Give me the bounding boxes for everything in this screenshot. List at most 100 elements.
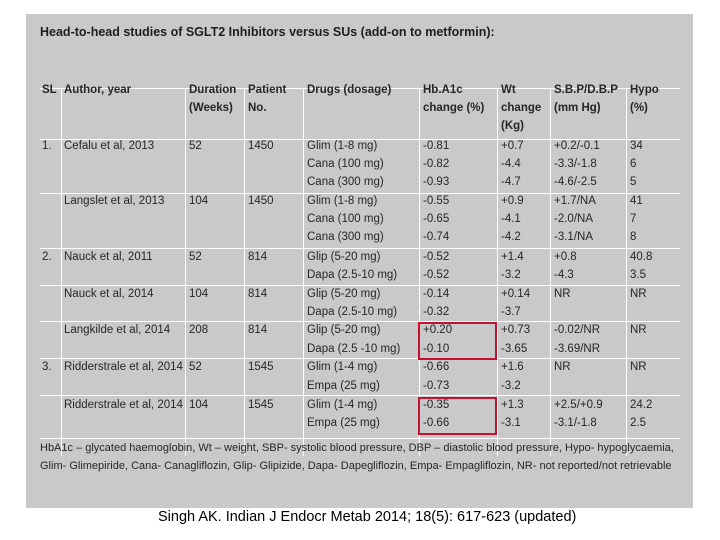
header-wt-line3: (Kg) (501, 120, 524, 132)
cell-hypo: 5 (630, 176, 637, 188)
cell-hba1c: -0.82 (423, 158, 450, 170)
cell-sl: 1. (42, 140, 52, 152)
cell-hypo: 40.8 (630, 251, 653, 263)
cell-wt: +0.7 (501, 140, 524, 152)
row-divider (40, 395, 680, 396)
cell-sl: 3. (42, 361, 52, 373)
cell-bp: +1.7/NA (554, 195, 596, 207)
cell-hypo: 2.5 (630, 417, 646, 429)
row-divider (40, 285, 680, 286)
cell-author: Ridderstrale et al, 2014 (64, 361, 183, 373)
cell-drug: Glip (5-20 mg) (307, 251, 381, 263)
cell-wt: -4.7 (501, 176, 521, 188)
cell-patients: 1545 (248, 361, 274, 373)
cell-drug: Glim (1-8 mg) (307, 195, 378, 207)
cell-hypo: 24.2 (630, 399, 653, 411)
cell-drug: Glim (1-4 mg) (307, 399, 378, 411)
cell-hba1c: -0.93 (423, 176, 450, 188)
header-hba1c-line1: Hb.A1c (423, 84, 463, 96)
cell-author: Ridderstrale et al, 2014 (64, 399, 183, 411)
header-duration-line1: Duration (189, 84, 237, 96)
header-hypo-line2: (%) (630, 102, 648, 114)
cell-patients: 1545 (248, 399, 274, 411)
cell-drug: Cana (300 mg) (307, 231, 384, 243)
header-wt-line2: change (501, 102, 542, 114)
cell-wt: +1.4 (501, 251, 524, 263)
cell-hba1c: -0.65 (423, 213, 450, 225)
cell-hba1c: -0.32 (423, 306, 450, 318)
cell-patients: 814 (248, 324, 268, 336)
row-divider (40, 321, 680, 322)
cell-bp: NR (554, 361, 571, 373)
cell-wt: -4.1 (501, 213, 521, 225)
cell-bp: +0.2/-0.1 (554, 140, 600, 152)
cell-drug: Glim (1-8 mg) (307, 140, 378, 152)
cell-drug: Dapa (2.5-10 mg) (307, 269, 398, 281)
cell-hypo: 7 (630, 213, 637, 225)
header-patient-line1: Patient (248, 84, 287, 96)
header-hypo-line1: Hypo (630, 84, 659, 96)
cell-wt: +1.6 (501, 361, 524, 373)
column-divider (626, 88, 627, 456)
header-hba1c-line2: change (%) (423, 102, 485, 114)
citation: Singh AK. Indian J Endocr Metab 2014; 18… (158, 509, 577, 525)
cell-wt: -4.4 (501, 158, 521, 170)
cell-hypo: 3.5 (630, 269, 646, 281)
cell-duration: 104 (189, 195, 209, 207)
column-divider (61, 88, 62, 456)
cell-wt: -3.2 (501, 269, 521, 281)
cell-wt: -3.2 (501, 380, 521, 392)
column-divider (419, 88, 420, 456)
cell-patients: 814 (248, 251, 268, 263)
header-sbp-line2: (mm Hg) (554, 102, 601, 114)
cell-hypo: 41 (630, 195, 643, 207)
cell-drug: Glip (5-20 mg) (307, 324, 381, 336)
cell-bp: -3.69/NR (554, 343, 601, 355)
column-divider (244, 88, 245, 456)
highlight-box (418, 322, 497, 360)
column-divider (185, 88, 186, 456)
cell-hypo: NR (630, 288, 647, 300)
cell-hypo: 6 (630, 158, 637, 170)
cell-hypo: NR (630, 324, 647, 336)
cell-bp: NR (554, 288, 571, 300)
cell-bp: -4.3 (554, 269, 574, 281)
cell-hba1c: -0.81 (423, 140, 450, 152)
cell-hba1c: -0.66 (423, 361, 450, 373)
row-divider (40, 193, 680, 194)
column-divider (497, 88, 498, 456)
cell-wt: -3.65 (501, 343, 528, 355)
cell-author: Langslet et al, 2013 (64, 195, 165, 207)
cell-bp: +2.5/+0.9 (554, 399, 603, 411)
cell-wt: +0.73 (501, 324, 531, 336)
header-author: Author, year (64, 84, 132, 96)
cell-hba1c: -0.66 (423, 417, 450, 429)
row-divider (40, 438, 680, 439)
cell-hba1c: -0.55 (423, 195, 450, 207)
cell-hba1c: -0.73 (423, 380, 450, 392)
header-sl: SL (42, 84, 57, 96)
cell-drug: Glip (5-20 mg) (307, 288, 381, 300)
cell-bp: -2.0/NA (554, 213, 593, 225)
cell-duration: 104 (189, 288, 209, 300)
cell-bp: -3.1/NA (554, 231, 593, 243)
cell-author: Langkilde et al, 2014 (64, 324, 171, 336)
cell-bp: -4.6/-2.5 (554, 176, 597, 188)
cell-hypo: 8 (630, 231, 637, 243)
header-wt-line1: Wt (501, 84, 516, 96)
cell-hba1c: -0.52 (423, 251, 450, 263)
header-patient-line2: No. (248, 102, 267, 114)
cell-wt: -3.7 (501, 306, 521, 318)
cell-drug: Glim (1-4 mg) (307, 361, 378, 373)
cell-hba1c: +0.20 (423, 324, 453, 336)
cell-drug: Cana (300 mg) (307, 176, 384, 188)
cell-wt: +0.9 (501, 195, 524, 207)
cell-hypo: NR (630, 361, 647, 373)
cell-hypo: 34 (630, 140, 643, 152)
cell-bp: -3.3/-1.8 (554, 158, 597, 170)
slide-figure: Head-to-head studies of SGLT2 Inhibitors… (26, 14, 693, 508)
header-duration-line2: (Weeks) (189, 102, 233, 114)
cell-drug: Cana (100 mg) (307, 213, 384, 225)
cell-wt: +0.14 (501, 288, 531, 300)
table-title: Head-to-head studies of SGLT2 Inhibitors… (40, 25, 495, 39)
